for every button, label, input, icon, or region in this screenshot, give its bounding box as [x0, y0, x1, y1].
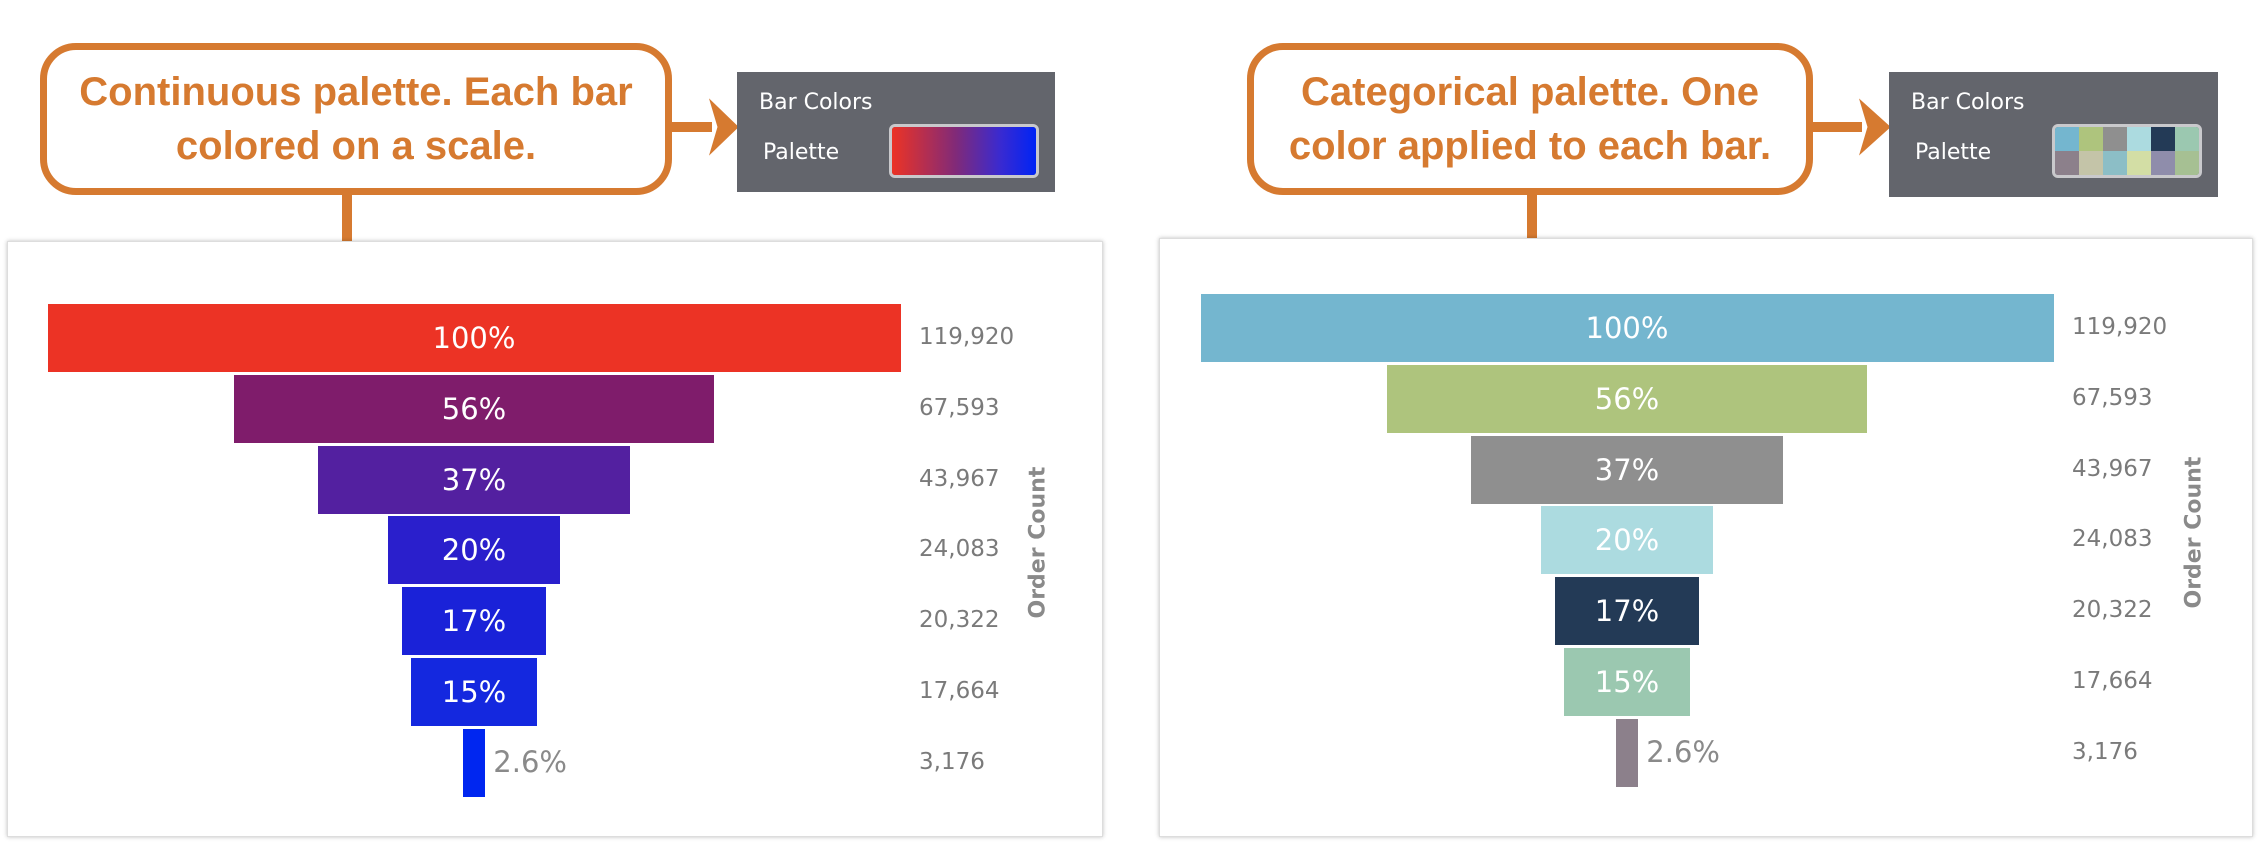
palette-color-cell	[2151, 127, 2175, 151]
palette-color-cell	[2151, 151, 2175, 175]
value-label: 20,322	[2072, 597, 2153, 624]
funnel-bar[interactable]	[1615, 718, 1639, 787]
percent-label: 17%	[441, 604, 507, 639]
percent-label: 20%	[441, 533, 507, 568]
palette-label: Palette	[1915, 140, 1992, 165]
percent-label: 17%	[1594, 594, 1660, 629]
funnel-chart-continuous: 100% 119,920 56% 67,593 37% 43,967 20% 24,083 17…	[7, 241, 1103, 837]
value-label: 17,664	[919, 678, 1000, 704]
palette-swatch-categorical[interactable]	[2052, 124, 2202, 178]
arrow-right-right-head	[1859, 98, 1891, 156]
value-label: 20,322	[919, 607, 1000, 634]
percent-label: 56%	[1594, 381, 1660, 416]
palette-color-cell	[2175, 127, 2199, 151]
funnel-bar[interactable]: 20%	[1541, 506, 1713, 575]
funnel-bar[interactable]: 17%	[401, 587, 547, 656]
percent-label: 56%	[441, 391, 507, 426]
palette-color-cell	[2055, 127, 2079, 151]
funnel-bar[interactable]: 15%	[1564, 648, 1690, 716]
percent-label: 2.6%	[1646, 734, 1720, 769]
percent-label: 100%	[432, 321, 516, 355]
callout-continuous: Continuous palette. Each bar colored on …	[40, 43, 672, 195]
y-axis-label: Order Count	[1025, 467, 1051, 619]
palette-swatch-continuous[interactable]	[889, 124, 1039, 178]
arrow-right-left-head	[708, 98, 739, 156]
funnel-bar[interactable]	[462, 728, 486, 797]
value-label: 67,593	[919, 394, 1000, 421]
funnel-bar[interactable]: 37%	[1470, 435, 1784, 504]
value-label: 119,920	[2072, 314, 2168, 340]
funnel-chart-categorical: 100% 119,920 56% 67,593 37% 43,967 20% 24,083 17…	[1159, 238, 2253, 837]
value-label: 119,920	[919, 324, 1015, 350]
palette-label: Palette	[763, 140, 840, 165]
percent-label: 2.6%	[493, 744, 567, 779]
value-label: 3,176	[919, 748, 985, 775]
percent-label: 37%	[1594, 452, 1660, 487]
funnel-bar[interactable]: 17%	[1554, 577, 1700, 646]
bar-colors-panel-continuous: Bar Colors Palette	[737, 72, 1055, 192]
panel-title: Bar Colors	[759, 90, 873, 115]
palette-color-cell	[2175, 151, 2199, 175]
value-label: 17,664	[2072, 668, 2153, 694]
percent-label: 20%	[1594, 523, 1660, 558]
palette-color-cell	[2127, 127, 2151, 151]
palette-color-cell	[2103, 127, 2127, 151]
y-axis-label: Order Count	[2181, 457, 2207, 609]
palette-color-cell	[2055, 151, 2079, 175]
palette-color-cell	[2127, 151, 2151, 175]
gradient	[892, 127, 1036, 175]
palette-color-cell	[2079, 151, 2103, 175]
palette-color-cell	[2079, 127, 2103, 151]
percent-label: 15%	[1594, 665, 1660, 699]
value-label: 24,083	[2072, 526, 2153, 553]
funnel-bar[interactable]: 100%	[1200, 294, 2054, 362]
funnel-bar[interactable]: 56%	[233, 374, 715, 443]
panel-title: Bar Colors	[1911, 90, 2025, 115]
percent-label: 100%	[1585, 311, 1669, 345]
percent-label: 37%	[441, 462, 507, 497]
funnel-bar[interactable]: 56%	[1386, 364, 1868, 433]
funnel-bar[interactable]: 100%	[47, 304, 901, 372]
color-grid	[2055, 127, 2199, 175]
funnel-bar[interactable]: 15%	[411, 658, 537, 726]
funnel-bar[interactable]: 20%	[388, 516, 560, 585]
callout-categorical: Categorical palette. One color applied t…	[1247, 43, 1813, 195]
value-label: 67,593	[2072, 384, 2153, 411]
percent-label: 15%	[441, 675, 507, 709]
value-label: 43,967	[2072, 455, 2153, 482]
bar-colors-panel-categorical: Bar Colors Palette	[1889, 72, 2218, 197]
funnel-bar[interactable]: 37%	[317, 445, 631, 514]
value-label: 24,083	[919, 536, 1000, 563]
palette-color-cell	[2103, 151, 2127, 175]
value-label: 3,176	[2072, 738, 2138, 765]
value-label: 43,967	[919, 465, 1000, 492]
